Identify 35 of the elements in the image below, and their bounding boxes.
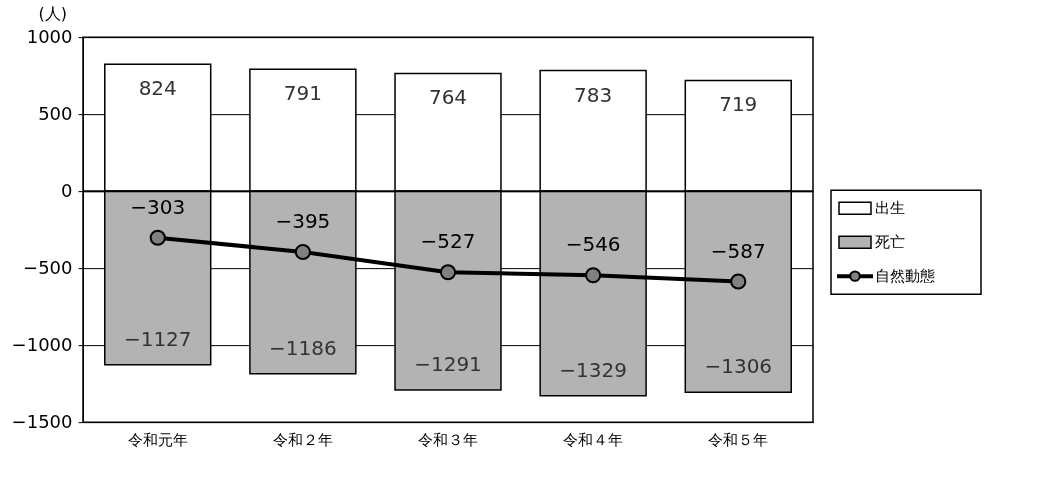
point	[294, 243, 311, 261]
y-axis-title: (人)	[38, 3, 67, 23]
data-label: −1306	[704, 354, 773, 379]
data-label: 824	[138, 76, 177, 101]
data-label: 783	[574, 82, 613, 107]
x-tick-label: 令和５年	[708, 430, 769, 449]
y-tick-label: −1500	[11, 410, 73, 432]
y-tick-label: −1000	[11, 333, 73, 355]
data-label: 764	[428, 85, 468, 110]
data-label: −1329	[559, 357, 627, 382]
point	[439, 264, 457, 281]
point	[585, 267, 602, 284]
x-tick-label: 令和元年	[127, 430, 188, 449]
y-tick-label: 1000	[26, 25, 73, 47]
data-label: −587	[710, 238, 766, 263]
y-tick-label: 500	[38, 102, 73, 124]
data-label: −527	[420, 229, 476, 254]
data-label: −1186	[269, 335, 337, 360]
y-tick-label: 0	[61, 179, 73, 201]
legend-label: 自然動態	[875, 267, 935, 286]
data-label: −1291	[414, 351, 482, 376]
x-tick-label: 令和２年	[272, 430, 333, 449]
legend-label: 死亡	[875, 233, 905, 252]
x-tick-label: 令和４年	[563, 430, 624, 449]
data-label: −303	[130, 194, 186, 219]
point	[149, 229, 166, 246]
data-label: −395	[275, 208, 331, 233]
x-tick-label: 令和３年	[418, 430, 478, 449]
data-label: 791	[283, 81, 322, 106]
data-label: −546	[565, 232, 621, 257]
legend-label: 出生	[875, 199, 905, 218]
data-label: −1127	[123, 326, 192, 351]
y-tick-label: −500	[23, 256, 73, 278]
data-label: 719	[719, 92, 758, 117]
point	[730, 273, 747, 290]
